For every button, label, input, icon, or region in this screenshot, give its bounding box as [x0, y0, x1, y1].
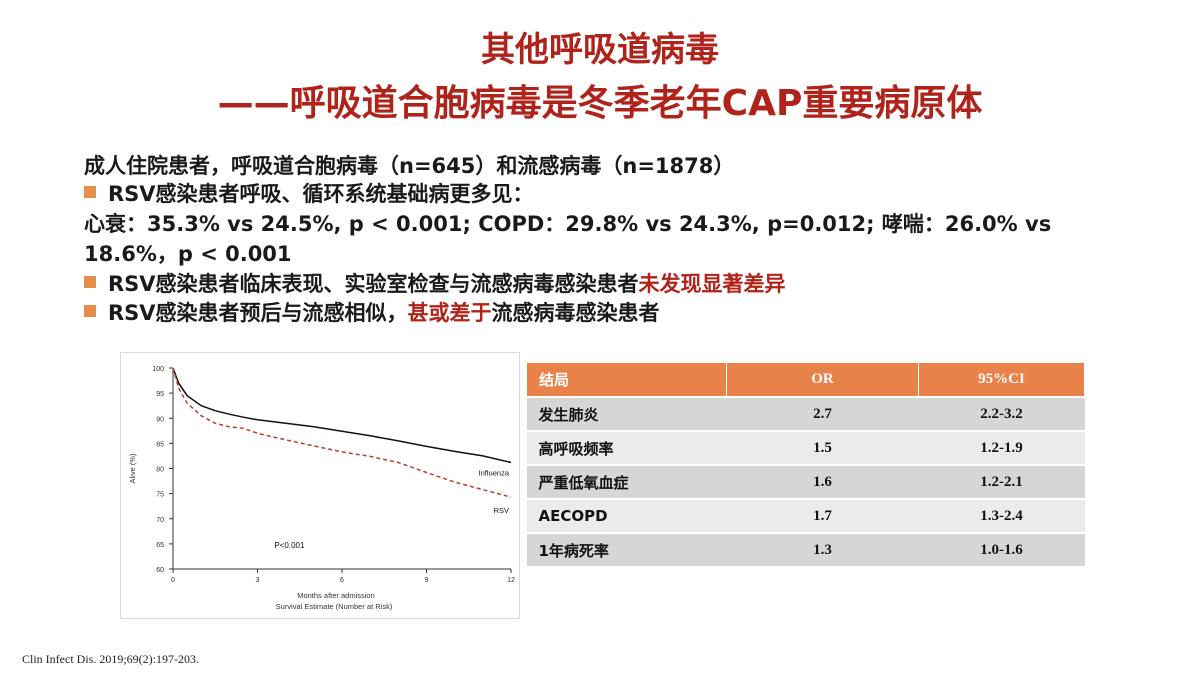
- x-tick-label: 3: [256, 577, 260, 584]
- cell-outcome: 严重低氧血症: [526, 464, 727, 500]
- y-tick-label: 100: [152, 366, 164, 373]
- table-row: AECOPD 1.7 1.3-2.4: [526, 498, 1085, 534]
- header-outcome: 结局: [526, 362, 727, 398]
- series-label-influenza: Influenza: [479, 468, 510, 477]
- y-tick-label: 60: [156, 567, 164, 574]
- bullet-text-2: RSV感染患者临床表现、实验室检查与流感病毒感染患者未发现显著差异: [108, 268, 786, 298]
- y-tick-label: 85: [156, 441, 164, 448]
- intro-text: 成人住院患者，呼吸道合胞病毒（n=645）和流感病毒（n=1878）: [84, 154, 735, 178]
- x-tick-label: 0: [171, 577, 175, 584]
- bullet2-prefix: RSV感染患者临床表现、实验室检查与流感病毒感染患者: [108, 272, 639, 296]
- cell-outcome: 高呼吸频率: [526, 430, 727, 466]
- table-header-row: 结局 OR 95%CI: [526, 362, 1085, 398]
- bullet3-suffix: 流感病毒感染患者: [491, 301, 660, 325]
- cell-ci: 2.2-3.2: [918, 396, 1085, 432]
- survival-chart: 60 65 70 75 80 85 90 95 100 0 3 6 9 12 Influenza RSV P<0…: [128, 366, 515, 611]
- detail-text-line2: 18.6%，p < 0.001: [84, 242, 292, 266]
- cell-ci: 1.3-2.4: [918, 498, 1085, 534]
- cell-outcome: 1年病死率: [526, 532, 727, 568]
- table-row: 发生肺炎 2.7 2.2-3.2: [526, 396, 1085, 432]
- cell-outcome: AECOPD: [526, 498, 727, 534]
- y-tick-label: 95: [156, 391, 164, 398]
- table-row: 高呼吸频率 1.5 1.2-1.9: [526, 430, 1085, 466]
- bullet-marker-2: [84, 276, 96, 288]
- slide-subtitle: ——呼吸道合胞病毒是冬季老年CAP重要病原体: [217, 83, 983, 124]
- x-tick-label: 9: [425, 577, 429, 584]
- series-line-rsv: [172, 367, 512, 498]
- cell-ci: 1.2-1.9: [918, 430, 1085, 466]
- series-line-influenza: [172, 367, 512, 464]
- bullet2-highlight: 未发现显著差异: [638, 272, 786, 296]
- cell-or: 1.3: [726, 532, 919, 568]
- series-label-rsv: RSV: [494, 506, 509, 515]
- cell-ci: 1.2-2.1: [918, 464, 1085, 500]
- bullet3-highlight: 甚或差于: [407, 301, 492, 325]
- cell-or: 2.7: [726, 396, 919, 432]
- bullet-marker-3: [84, 305, 96, 317]
- cell-or: 1.5: [726, 430, 919, 466]
- y-tick-label: 80: [156, 467, 164, 474]
- header-or: OR: [726, 362, 919, 398]
- p-value-annotation: P<0.001: [274, 541, 305, 550]
- cell-or: 1.7: [726, 498, 919, 534]
- survival-chart-frame: 60 65 70 75 80 85 90 95 100 0 3 6 9 12 Influenza RSV P<0…: [120, 352, 520, 619]
- table-row: 严重低氧血症 1.6 1.2-2.1: [526, 464, 1085, 500]
- x-tick-label: 12: [507, 577, 515, 584]
- x-axis-label: Months after admission: [297, 591, 375, 600]
- outcome-or-table: 结局 OR 95%CI 发生肺炎 2.7 2.2-3.2 高呼吸频率 1.5 1…: [526, 362, 1085, 568]
- cell-ci: 1.0-1.6: [918, 532, 1085, 568]
- header-ci: 95%CI: [918, 362, 1085, 398]
- bullet3-prefix: RSV感染患者预后与流感相似，: [108, 301, 408, 325]
- y-axis-label: Alive (%): [128, 453, 137, 484]
- bullet-text-1: RSV感染患者呼吸、循环系统基础病更多见：: [108, 182, 534, 206]
- cell-or: 1.6: [726, 464, 919, 500]
- x-tick-label: 6: [340, 577, 344, 584]
- citation: Clin Infect Dis. 2019;69(2):197-203.: [22, 652, 199, 666]
- bullet-text-3: RSV感染患者预后与流感相似，甚或差于流感病毒感染患者: [108, 297, 660, 327]
- y-tick-label: 65: [156, 542, 164, 549]
- detail-text-line1: 心衰：35.3% vs 24.5%, p < 0.001; COPD：29.8%…: [84, 212, 1052, 236]
- y-tick-label: 90: [156, 416, 164, 423]
- y-tick-label: 70: [156, 517, 164, 524]
- y-tick-label: 75: [156, 492, 164, 499]
- bullet-marker-1: [84, 186, 96, 198]
- x-axis-sublabel: Survival Estimate (Number at Risk): [276, 602, 393, 611]
- slide-title: 其他呼吸道病毒: [481, 30, 719, 70]
- cell-outcome: 发生肺炎: [526, 396, 727, 432]
- table-row: 1年病死率 1.3 1.0-1.6: [526, 532, 1085, 568]
